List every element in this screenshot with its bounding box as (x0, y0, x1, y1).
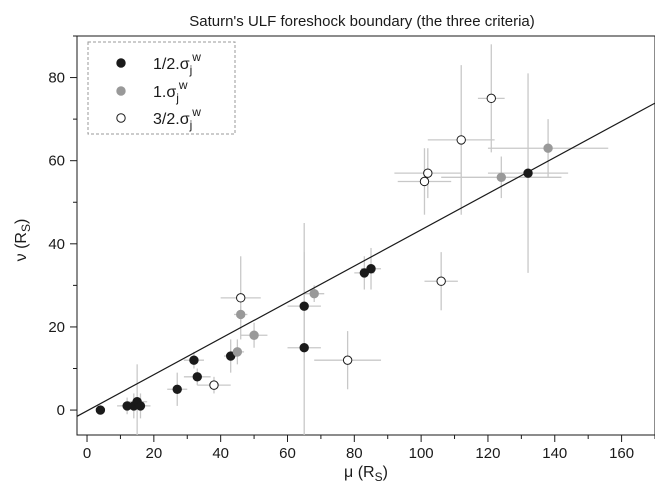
data-point-series-1 (299, 301, 309, 311)
data-point-series-2 (249, 330, 259, 340)
data-point-series-1 (95, 405, 106, 415)
legend: 1/2.σjw 1.σjw 3/2.σjw (87, 41, 236, 135)
y-tick-label: 20 (48, 319, 65, 336)
x-axis-title: μ (RS) (344, 464, 388, 484)
data-point-series-3 (419, 176, 430, 187)
y-axis-title: ν (RS) (13, 219, 33, 262)
legend-entry-1: 1/2.σjw (153, 50, 201, 77)
data-point-series-1 (172, 384, 182, 394)
data-point-series-2 (236, 309, 246, 320)
legend-entry-1-sup: w (191, 50, 201, 64)
legend-entry-3: 3/2.σjw (153, 105, 201, 132)
legend-entry-3-main: 3/2.σ (153, 111, 190, 128)
data-point-series-1 (299, 343, 309, 353)
data-point-series-1 (189, 355, 199, 365)
fit-line (76, 102, 655, 417)
data-point-series-3 (236, 293, 246, 303)
y-tick-label: 60 (48, 153, 65, 170)
data-point-series-3 (342, 355, 353, 365)
y-tick-label: 80 (48, 70, 65, 87)
data-point-series-2 (309, 288, 319, 299)
legend-entry-3-sub: j (189, 118, 193, 132)
data-point-series-3 (436, 276, 446, 286)
data-point-series-2 (543, 143, 553, 153)
data-point-series-1 (225, 351, 236, 361)
x-tick-label: 60 (279, 445, 296, 462)
x-tick-label: 160 (609, 445, 634, 462)
y-axis-ticks: 0 20 40 60 80 (48, 35, 77, 419)
data-point-series-1 (359, 268, 370, 278)
x-axis-unit: R (363, 464, 375, 481)
legend-entry-1-sub: j (189, 63, 193, 77)
y-axis-symbol: ν (13, 253, 30, 261)
x-tick-label: 140 (542, 445, 567, 462)
legend-entry-2-sub: j (175, 91, 179, 105)
x-tick-label: 80 (346, 445, 363, 462)
legend-entry-2-sup: w (178, 78, 188, 92)
legend-box (87, 41, 236, 135)
legend-entry-2: 1.σjw (153, 78, 188, 105)
y-axis-unit: R (13, 232, 30, 244)
fit-line-layer (76, 102, 655, 417)
data-point-series-3 (456, 135, 466, 145)
data-point-series-1 (192, 372, 202, 382)
legend-entry-2-main: 1.σ (153, 84, 176, 101)
legend-marker-filled-gray (116, 86, 126, 96)
data-point-series-3 (209, 380, 219, 390)
chart-title: Saturn's ULF foreshock boundary (the thr… (189, 13, 535, 30)
x-tick-label: 20 (146, 445, 163, 462)
legend-marker-filled-black (116, 58, 126, 68)
x-tick-label: 100 (409, 445, 434, 462)
plot-area-frame (76, 35, 655, 436)
data-point-series-1 (366, 264, 376, 274)
legend-entry-3-sup: w (191, 105, 201, 119)
data-point-series-2 (496, 172, 507, 183)
x-tick-label: 0 (83, 445, 91, 462)
x-tick-label: 120 (475, 445, 500, 462)
x-axis-ticks: 0 20 40 60 80 100 120 140 160 (83, 435, 655, 462)
y-tick-label: 0 (57, 402, 65, 419)
legend-entry-1-main: 1/2.σ (153, 56, 190, 73)
data-point-series-2 (232, 347, 243, 357)
data-points-layer (95, 93, 553, 415)
data-point-series-1 (523, 168, 533, 178)
data-point-series-3 (486, 93, 496, 104)
x-axis-symbol: μ (344, 464, 353, 481)
x-tick-label: 40 (212, 445, 229, 462)
y-tick-label: 40 (48, 236, 65, 253)
legend-marker-open (116, 113, 126, 123)
data-point-series-1 (135, 401, 146, 411)
x-axis-unit-subscript: S (375, 470, 383, 484)
data-point-series-3 (423, 168, 433, 178)
y-axis-unit-subscript: S (19, 224, 33, 232)
